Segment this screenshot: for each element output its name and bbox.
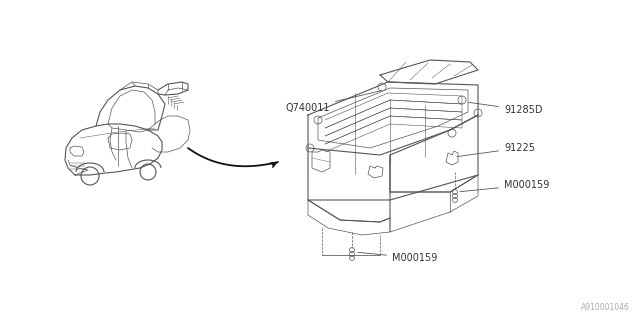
Text: 91285D: 91285D (468, 102, 543, 115)
Text: M000159: M000159 (460, 180, 549, 192)
Text: 91225: 91225 (457, 143, 535, 156)
Text: A910001046: A910001046 (581, 303, 630, 312)
Text: M000159: M000159 (358, 252, 437, 263)
Text: Q740011: Q740011 (285, 91, 381, 113)
